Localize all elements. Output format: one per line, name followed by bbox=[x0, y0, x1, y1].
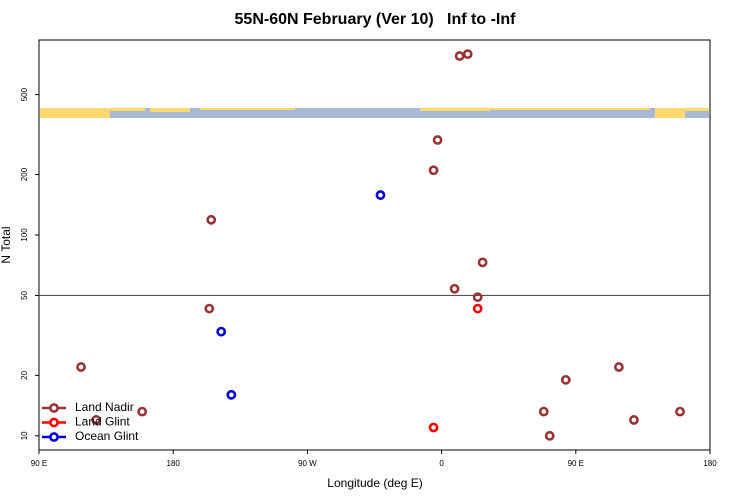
y-tick-label: 500 bbox=[20, 87, 29, 101]
point bbox=[472, 292, 483, 303]
plot-frame bbox=[38, 39, 711, 451]
point bbox=[538, 406, 549, 417]
point bbox=[91, 415, 102, 425]
point bbox=[613, 362, 624, 372]
point bbox=[76, 362, 86, 372]
legend-label: Land Nadir bbox=[75, 400, 134, 414]
point bbox=[454, 51, 465, 61]
point bbox=[472, 303, 483, 314]
point bbox=[675, 406, 685, 417]
chart-title: 55N-60N February (Ver 10) Inf to -Inf bbox=[235, 11, 517, 28]
y-tick-label: 10 bbox=[20, 431, 29, 440]
legend-marker bbox=[49, 417, 59, 428]
point bbox=[477, 257, 488, 268]
x-axis-label: Longitude (deg E) bbox=[327, 476, 422, 490]
point bbox=[560, 374, 571, 385]
point bbox=[462, 49, 473, 60]
point bbox=[226, 389, 237, 400]
legend-marker bbox=[49, 432, 59, 442]
y-axis-label: N Total bbox=[0, 226, 13, 263]
legend-label: Land Glint bbox=[75, 415, 130, 429]
y-tick-label: 100 bbox=[20, 228, 29, 242]
x-tick-label: 90 E bbox=[568, 459, 584, 468]
x-tick-label: 0 bbox=[439, 459, 444, 468]
x-tick-label: 90 W bbox=[298, 459, 317, 468]
x-tick-label: 180 bbox=[703, 459, 717, 468]
map-strip bbox=[40, 108, 709, 118]
point bbox=[629, 415, 639, 425]
point bbox=[137, 406, 148, 417]
legend-marker bbox=[49, 403, 59, 413]
point bbox=[206, 214, 217, 225]
point bbox=[204, 303, 215, 314]
y-tick-label: 50 bbox=[20, 290, 29, 299]
point bbox=[428, 165, 439, 176]
x-tick-label: 180 bbox=[167, 459, 181, 468]
point bbox=[216, 326, 227, 337]
point bbox=[544, 430, 555, 441]
x-tick-label: 90 E bbox=[31, 459, 47, 468]
point bbox=[375, 190, 386, 200]
legend-label: Ocean Glint bbox=[75, 429, 139, 443]
y-tick-label: 20 bbox=[20, 370, 29, 379]
y-tick-label: 200 bbox=[20, 167, 29, 181]
point bbox=[432, 135, 443, 145]
point bbox=[428, 422, 439, 433]
point bbox=[449, 283, 460, 294]
